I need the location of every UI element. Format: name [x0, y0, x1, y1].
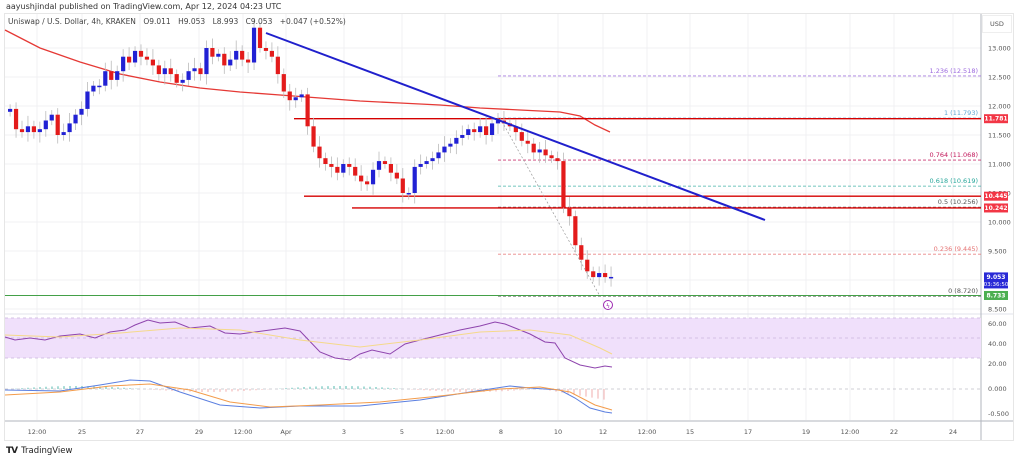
svg-text:10.242: 10.242 [984, 205, 1007, 212]
rsi-tick: 40.00 [988, 340, 1007, 348]
svg-text:8.733: 8.733 [987, 292, 1006, 299]
tradingview-brand: TradingView [21, 446, 73, 456]
bearish-trendline[interactable] [265, 32, 766, 221]
svg-text:11.781: 11.781 [984, 116, 1007, 123]
svg-text:9.053: 9.053 [987, 274, 1006, 281]
svg-text:03:36:50: 03:36:50 [984, 282, 1009, 288]
publisher-caption: aayushjindal published on TradingView.co… [6, 2, 282, 11]
time-tick: 22 [890, 428, 898, 436]
rsi-tick: 20.00 [988, 360, 1007, 368]
price-badge: 11.781 [984, 114, 1008, 124]
tradingview-logo-icon: TV [6, 446, 18, 456]
svg-text:10.445: 10.445 [984, 193, 1007, 200]
time-tick: 3 [342, 428, 346, 436]
time-tick: 27 [136, 428, 144, 436]
fibonacci-retracement[interactable]: 1.236 (12.518) 1 (11.793) 0.764 (11.068) 0.… [498, 67, 981, 297]
signal-line[interactable] [4, 383, 613, 411]
time-tick: 17 [744, 428, 752, 436]
rsi-line[interactable] [4, 319, 613, 369]
price-badge: 10.445 [984, 191, 1008, 201]
price-tick: 12.000 [988, 103, 1011, 111]
currency-button[interactable]: USD [982, 15, 1012, 33]
time-tick: 12:00 [436, 428, 455, 436]
time-tick: 5 [400, 428, 404, 436]
time-tick: 15 [686, 428, 694, 436]
time-tick: Apr [280, 428, 292, 436]
price-tick: 11.000 [988, 161, 1011, 169]
ohlc-close: C9.053 [245, 17, 273, 26]
time-tick: 12:00 [234, 428, 253, 436]
symbol-name[interactable]: Uniswap / U.S. Dollar, 4h, KRAKEN [8, 17, 136, 26]
rsi-ma-line [4, 327, 613, 355]
svg-text:ϟ: ϟ [606, 303, 610, 310]
price-tick: 12.500 [988, 74, 1011, 82]
fib-label: 0.236 (9.445) [934, 245, 978, 253]
ohlc-low: L8.993 [212, 17, 239, 26]
price-tick: 13.000 [988, 45, 1011, 53]
macd-tick: -0.500 [988, 410, 1009, 418]
lightning-event-icon[interactable]: ϟ [603, 300, 613, 311]
fib-label: 1.236 (12.518) [930, 67, 979, 75]
fib-label: 0 (8.720) [948, 287, 978, 295]
time-tick: 8 [499, 428, 503, 436]
time-tick: 19 [802, 428, 810, 436]
ohlc-high: H9.053 [178, 17, 206, 26]
ohlc-open: O9.011 [143, 17, 171, 26]
price-tick: 10.000 [988, 219, 1011, 227]
time-tick: 12:00 [841, 428, 860, 436]
tradingview-logo[interactable]: TV TradingView [6, 446, 72, 456]
price-badge: 10.242 [984, 203, 1008, 213]
time-tick: 24 [949, 428, 957, 436]
time-tick: 25 [78, 428, 86, 436]
price-tick: 9.500 [988, 248, 1007, 256]
time-tick: 12:00 [28, 428, 47, 436]
time-tick: 29 [195, 428, 203, 436]
candlesticks[interactable] [8, 18, 614, 287]
time-tick: 10 [554, 428, 562, 436]
time-tick: 12 [599, 428, 607, 436]
symbol-legend: Uniswap / U.S. Dollar, 4h, KRAKEN O9.011… [8, 17, 351, 26]
macd-tick: 0.000 [988, 385, 1007, 393]
fib-label: 0.764 (11.068) [930, 151, 979, 159]
fib-label: 0.618 (10.619) [930, 177, 979, 185]
macd-line[interactable] [4, 379, 613, 414]
fib-label: 0.5 (10.256) [938, 198, 978, 206]
rsi-tick: 60.00 [988, 320, 1007, 328]
price-badge: 8.733 [984, 290, 1008, 300]
chart-frame [4, 13, 1014, 441]
ohlc-change: +0.047 (+0.52%) [279, 17, 346, 26]
price-tick: 8.500 [988, 306, 1007, 314]
fib-label: 1 (11.793) [944, 109, 978, 117]
time-tick: 12:00 [638, 428, 657, 436]
price-tick: 11.500 [988, 132, 1011, 140]
